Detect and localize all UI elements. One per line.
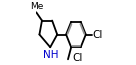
Text: Cl: Cl: [72, 53, 83, 63]
Text: Cl: Cl: [93, 30, 103, 40]
Text: NH: NH: [43, 50, 59, 60]
Text: Me: Me: [30, 2, 44, 11]
